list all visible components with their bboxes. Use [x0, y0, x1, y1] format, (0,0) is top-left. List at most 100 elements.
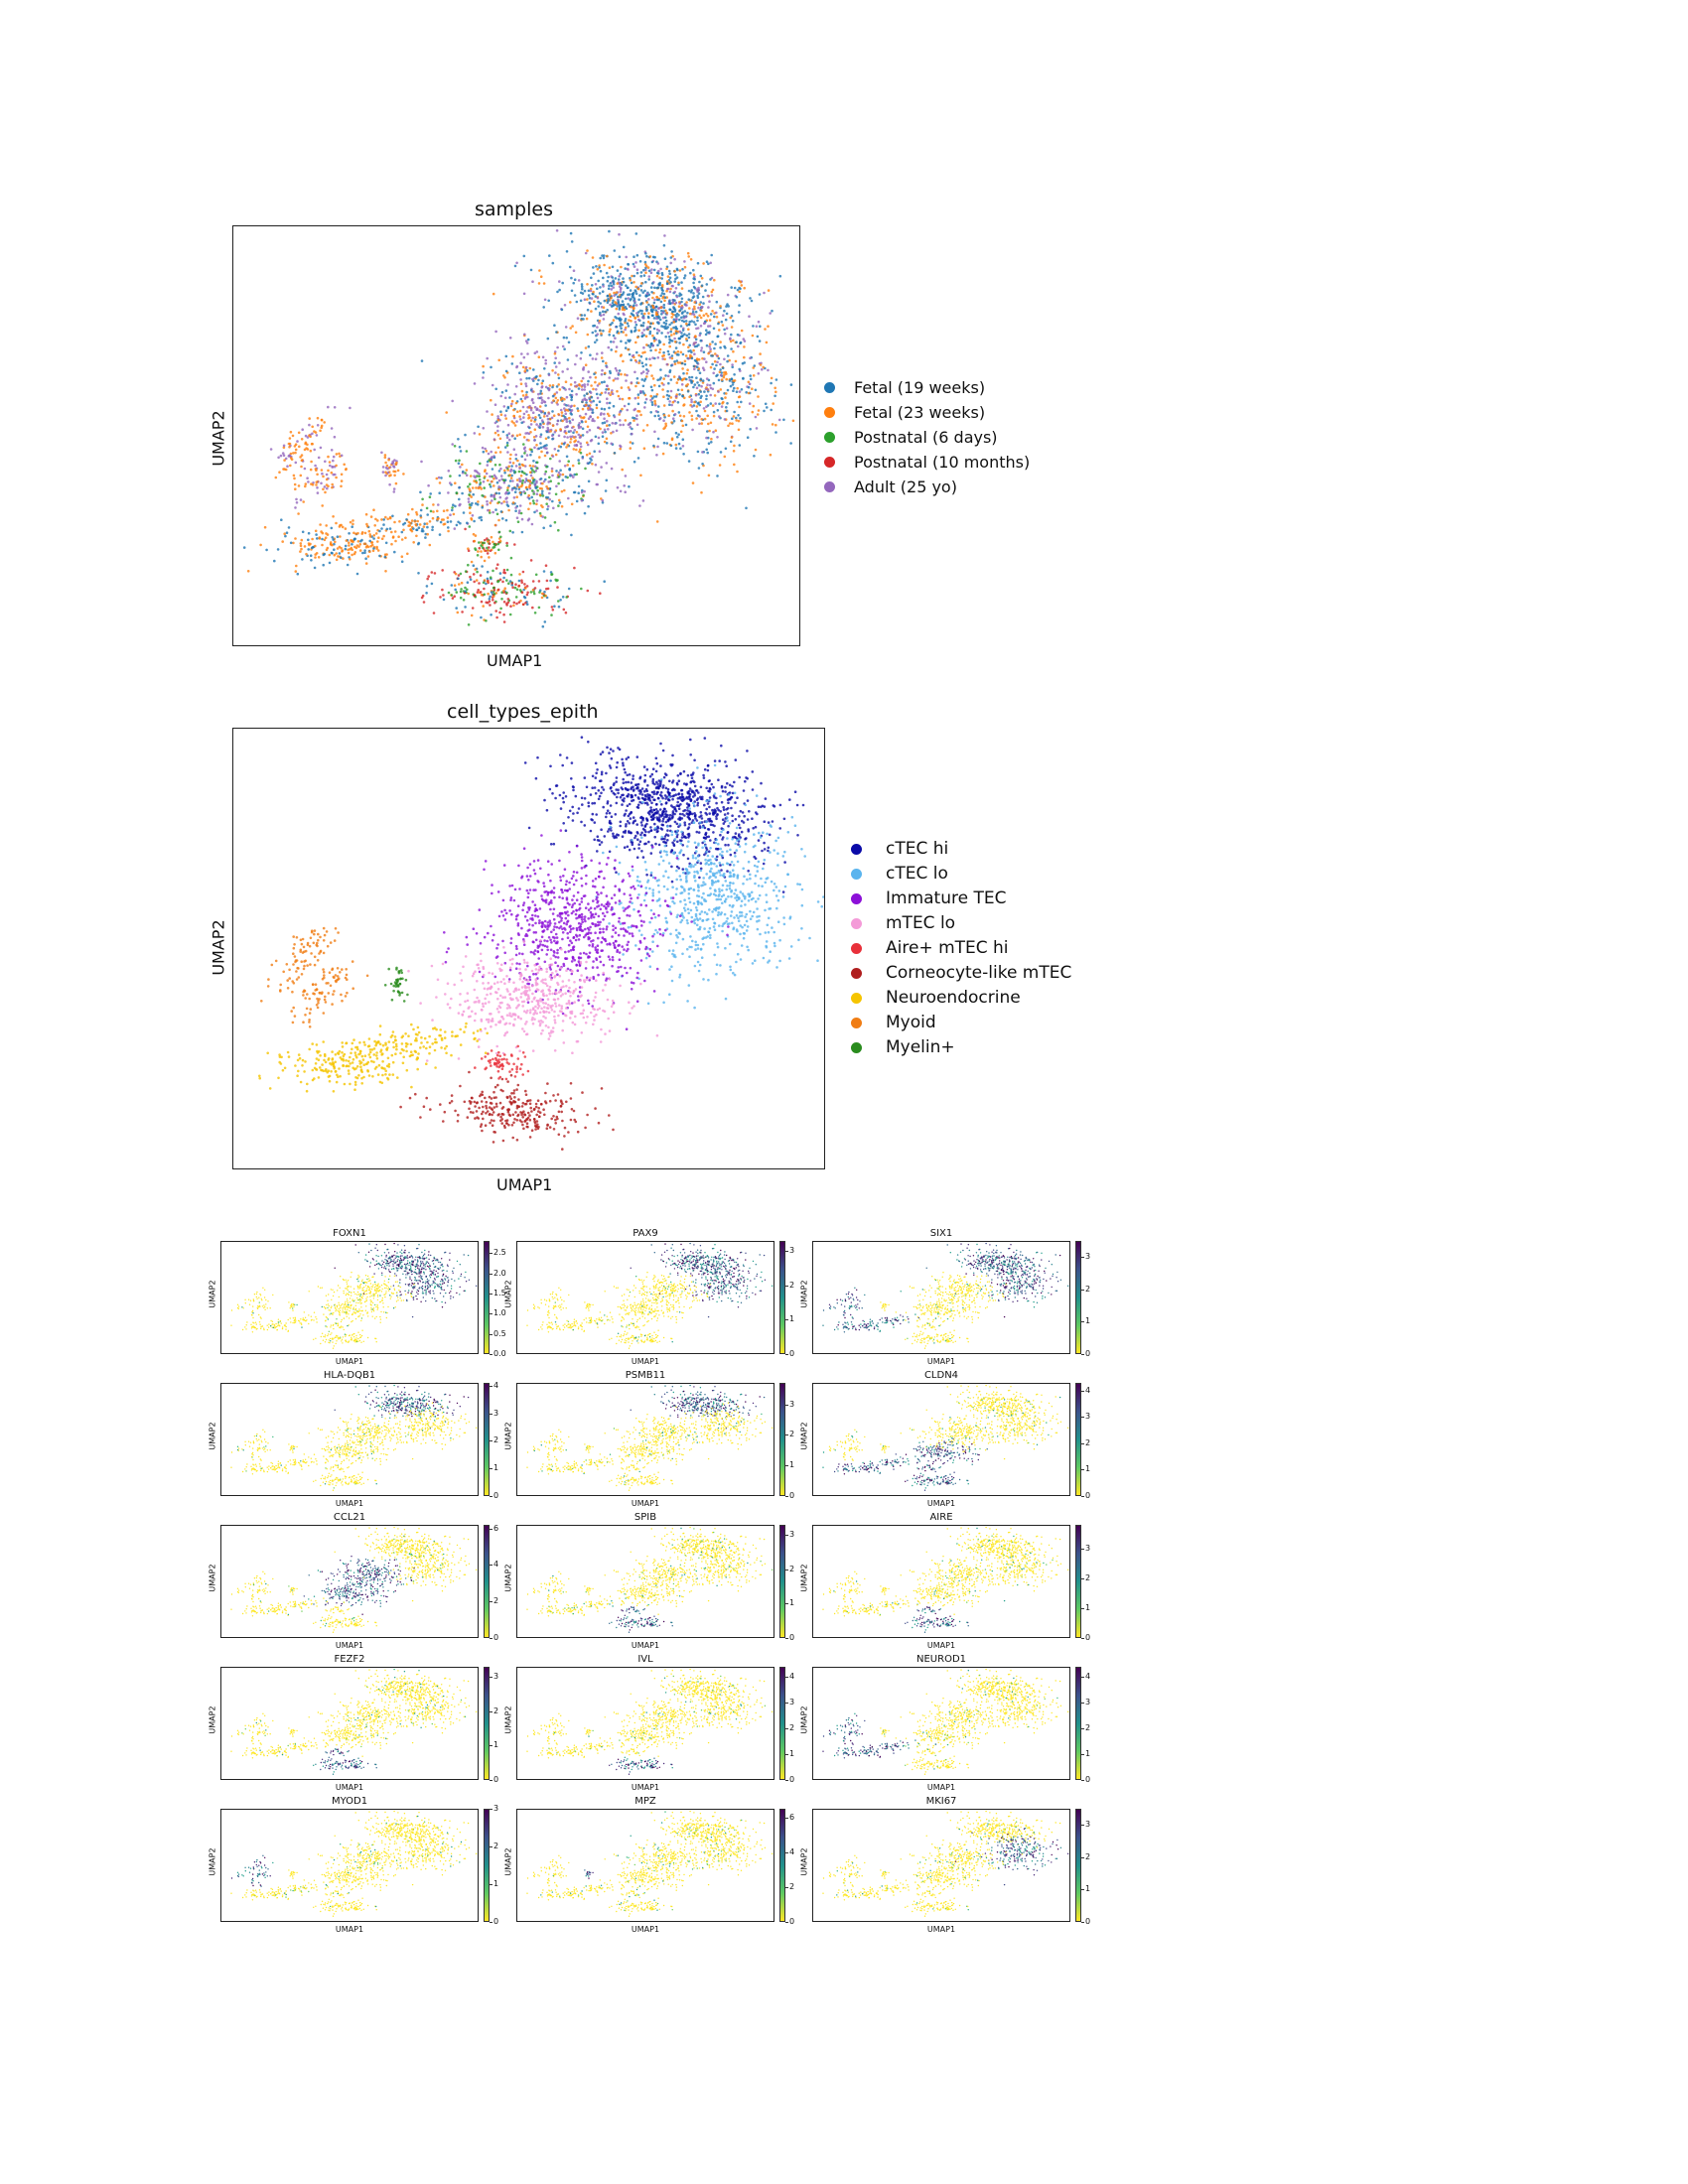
cell-point — [697, 894, 701, 898]
cell-point — [659, 742, 662, 746]
cell-point — [702, 776, 706, 779]
cell-point — [621, 793, 624, 797]
sample-point — [581, 398, 585, 402]
cell-point — [760, 877, 763, 881]
cell-point — [708, 796, 712, 799]
sample-point — [551, 394, 555, 398]
sample-point — [433, 572, 437, 575]
sample-point — [692, 341, 696, 344]
cell-point — [559, 807, 563, 810]
cell-point — [733, 892, 736, 895]
cell-point — [696, 943, 700, 947]
sample-point — [682, 403, 686, 406]
sample-point — [499, 475, 503, 478]
cell-point — [709, 819, 713, 823]
sample-point — [563, 304, 567, 307]
sample-point — [523, 480, 527, 483]
sample-point — [608, 424, 611, 427]
sample-point — [726, 402, 729, 405]
sample-point — [421, 497, 424, 501]
sample-point — [452, 512, 456, 516]
sample-point — [489, 482, 492, 486]
sample-point — [699, 377, 703, 381]
sample-point — [700, 284, 704, 287]
sample-point — [671, 254, 674, 258]
sample-point — [553, 431, 557, 434]
sample-point — [739, 287, 742, 291]
sample-point — [339, 535, 342, 538]
sample-point — [589, 408, 592, 411]
sample-point — [678, 341, 681, 344]
sample-point — [527, 517, 531, 520]
sample-point — [400, 530, 404, 534]
sample-point — [411, 507, 414, 511]
sample-point — [539, 389, 543, 393]
sample-point — [712, 414, 716, 418]
cell-point — [662, 784, 665, 787]
cell-point — [751, 962, 755, 965]
sample-point — [594, 307, 598, 311]
cell-point — [645, 767, 649, 771]
sample-point — [622, 303, 626, 307]
cell-point — [753, 864, 757, 868]
sample-point — [586, 443, 590, 447]
sample-point — [680, 316, 683, 320]
sample-point — [299, 474, 303, 478]
cell-point — [765, 940, 769, 943]
sample-point — [733, 373, 736, 376]
sample-point — [635, 377, 639, 380]
cell-point — [712, 785, 715, 789]
sample-point — [332, 455, 336, 459]
sample-point — [668, 276, 672, 280]
sample-point — [757, 372, 761, 375]
cell-point — [615, 871, 618, 874]
cell-point — [609, 766, 613, 769]
cell-point — [548, 787, 552, 791]
sample-point — [538, 456, 541, 459]
cell-point — [695, 819, 699, 822]
cell-point — [698, 821, 702, 824]
sample-point — [708, 319, 712, 322]
sample-point — [645, 375, 648, 378]
sample-point — [716, 360, 719, 364]
sample-point — [505, 444, 509, 447]
sample-point — [665, 311, 669, 315]
sample-point — [696, 450, 700, 454]
cell-point — [712, 892, 716, 896]
sample-point — [578, 422, 581, 425]
sample-point — [426, 532, 429, 536]
sample-point — [569, 421, 572, 425]
sample-point — [713, 367, 716, 370]
cell-point — [736, 874, 740, 877]
sample-point — [452, 503, 455, 507]
sample-point — [515, 478, 519, 481]
sample-point — [598, 319, 602, 323]
sample-point — [467, 592, 470, 596]
cell-point — [709, 823, 713, 826]
sample-point — [458, 497, 461, 501]
sample-point — [394, 481, 398, 485]
cell-point — [727, 793, 731, 796]
sample-point — [483, 593, 487, 597]
sample-point — [602, 285, 605, 288]
cell-point — [666, 787, 670, 791]
sample-point — [706, 383, 709, 386]
sample-point — [628, 352, 632, 356]
cell-point — [666, 825, 669, 828]
cell-point — [623, 797, 626, 800]
cell-point — [668, 968, 671, 971]
sample-point — [294, 451, 297, 455]
sample-point — [490, 535, 493, 539]
sample-point — [711, 341, 714, 343]
sample-point — [522, 355, 526, 359]
sample-point — [352, 519, 354, 522]
sample-point — [447, 470, 451, 473]
cell-point — [660, 835, 663, 839]
sample-point — [749, 356, 752, 360]
cell-point — [643, 798, 646, 801]
sample-point — [678, 309, 682, 312]
sample-point — [505, 500, 508, 504]
cell-point — [711, 872, 715, 876]
sample-point — [552, 506, 555, 510]
sample-point — [303, 545, 307, 548]
